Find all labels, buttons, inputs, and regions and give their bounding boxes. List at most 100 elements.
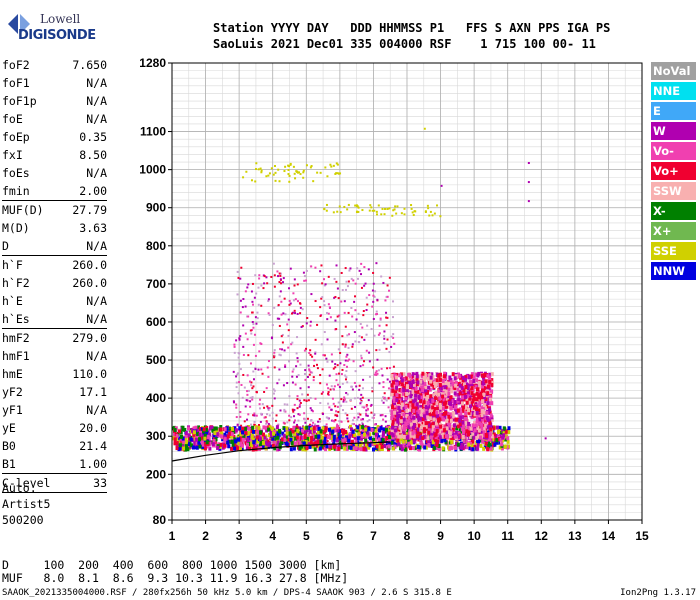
data-point <box>410 207 413 210</box>
data-point <box>292 299 295 302</box>
data-point <box>431 411 435 416</box>
data-point <box>482 381 486 386</box>
data-point <box>229 434 233 439</box>
data-point <box>382 381 385 384</box>
data-point <box>316 367 319 370</box>
data-point <box>367 445 371 450</box>
data-point <box>318 435 322 440</box>
data-point <box>372 294 375 297</box>
data-point <box>198 430 202 435</box>
data-point <box>190 443 194 448</box>
data-point <box>327 393 330 396</box>
data-point <box>302 169 305 172</box>
data-point <box>274 179 277 182</box>
data-point <box>279 354 282 357</box>
data-point <box>415 402 419 407</box>
data-point <box>282 433 286 438</box>
data-point <box>288 395 291 398</box>
data-point <box>175 441 179 446</box>
data-point <box>382 443 386 448</box>
data-point <box>486 374 490 379</box>
data-point <box>395 398 399 403</box>
data-point <box>442 417 446 422</box>
data-point <box>455 381 459 386</box>
param-key: MUF(D) <box>2 203 44 217</box>
data-point <box>345 446 349 451</box>
data-point <box>226 440 230 445</box>
data-point <box>338 429 342 434</box>
data-point <box>467 400 471 405</box>
y-tick-label: 700 <box>146 277 166 291</box>
data-point <box>427 430 431 435</box>
data-point <box>470 382 474 387</box>
data-point <box>279 274 282 277</box>
data-point <box>466 391 470 396</box>
auto-label: Auto: <box>2 481 37 495</box>
y-tick-label: 800 <box>146 239 166 253</box>
data-point <box>308 368 311 371</box>
data-point <box>306 393 309 396</box>
data-point <box>410 374 414 379</box>
data-point <box>498 445 502 450</box>
param-row: h`F2 260.0 <box>2 274 107 292</box>
logo-mark-icon <box>8 14 30 34</box>
data-point <box>380 447 384 452</box>
data-point <box>502 431 506 436</box>
data-point <box>405 435 409 440</box>
data-point <box>381 207 384 210</box>
data-point <box>334 419 337 422</box>
data-point <box>244 431 248 436</box>
data-point <box>412 425 416 430</box>
data-point <box>463 435 467 440</box>
data-point <box>378 428 382 433</box>
param-key: h`F2 <box>2 276 30 290</box>
data-point <box>299 431 303 436</box>
data-point <box>461 375 465 380</box>
param-row: yF2 17.1 <box>2 383 107 401</box>
data-point <box>378 324 381 327</box>
data-point <box>297 374 300 377</box>
data-point <box>308 429 312 434</box>
data-point <box>258 277 261 280</box>
data-point <box>498 425 502 430</box>
data-point <box>475 436 479 441</box>
data-point <box>347 280 350 283</box>
data-point <box>307 438 311 443</box>
data-point <box>309 349 312 352</box>
data-point <box>250 332 253 335</box>
data-point <box>450 399 454 404</box>
data-point <box>334 427 338 432</box>
data-point <box>384 398 387 401</box>
data-point <box>250 179 253 182</box>
data-point <box>447 427 451 432</box>
data-point <box>194 437 198 442</box>
data-point <box>341 335 344 338</box>
data-point <box>460 385 464 390</box>
data-point <box>379 426 383 431</box>
data-point <box>244 435 248 440</box>
data-point <box>292 165 295 168</box>
data-point <box>506 439 510 444</box>
data-point <box>431 398 435 403</box>
data-point <box>431 440 435 445</box>
y-tick-label: 400 <box>146 391 166 405</box>
data-point <box>476 426 480 431</box>
data-point <box>323 331 326 334</box>
data-point <box>421 428 425 433</box>
data-point <box>432 431 436 436</box>
data-point <box>439 424 443 429</box>
data-point <box>428 214 431 217</box>
data-point <box>483 386 487 391</box>
legend-entry: NNW <box>651 262 696 280</box>
data-point <box>349 399 352 402</box>
data-point <box>469 409 473 414</box>
data-point <box>333 446 337 451</box>
data-point <box>380 367 383 370</box>
data-point <box>197 425 201 430</box>
data-point <box>413 382 417 387</box>
data-point <box>419 412 423 417</box>
data-point <box>255 162 258 165</box>
data-point <box>385 295 388 298</box>
data-point <box>317 420 320 423</box>
data-point <box>278 378 281 381</box>
